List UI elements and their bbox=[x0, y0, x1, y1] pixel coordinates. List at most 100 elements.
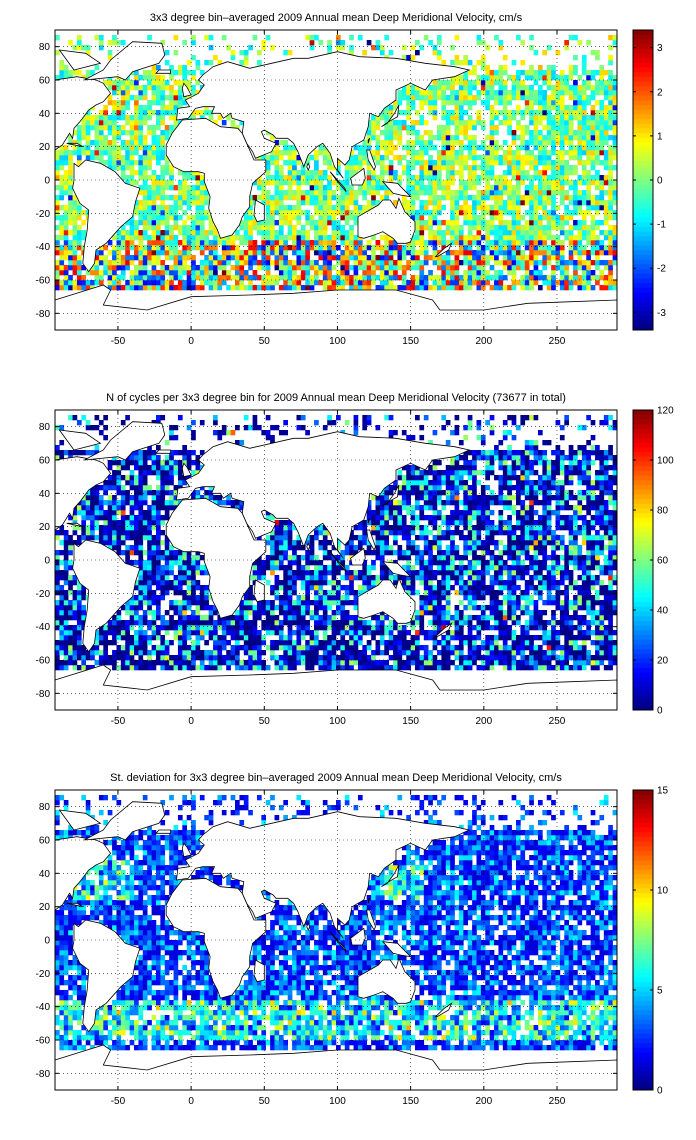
heatmap-cell bbox=[112, 120, 117, 126]
heatmap-cell bbox=[476, 245, 482, 251]
heatmap-cell bbox=[485, 225, 490, 231]
heatmap-cell bbox=[432, 250, 438, 256]
heatmap-cell bbox=[445, 630, 451, 636]
heatmap-cell bbox=[59, 630, 65, 636]
heatmap-cell bbox=[603, 190, 609, 196]
heatmap-cell bbox=[401, 640, 407, 646]
heatmap-cell bbox=[278, 225, 284, 231]
heatmap-cell bbox=[397, 625, 403, 631]
heatmap-cell bbox=[595, 205, 600, 211]
heatmap-cell bbox=[147, 100, 152, 106]
heatmap-cell bbox=[608, 230, 613, 236]
heatmap-cell bbox=[419, 115, 425, 121]
heatmap-cell bbox=[608, 245, 613, 251]
heatmap-cell bbox=[511, 170, 517, 176]
heatmap-cell bbox=[489, 80, 495, 86]
heatmap-cell bbox=[177, 635, 183, 641]
heatmap-cell bbox=[379, 625, 385, 631]
heatmap-cell bbox=[406, 205, 411, 211]
heatmap-cell bbox=[142, 120, 148, 126]
heatmap-cell bbox=[287, 615, 293, 621]
heatmap-cell bbox=[441, 275, 447, 281]
heatmap-cell bbox=[498, 230, 504, 236]
heatmap-cell bbox=[489, 175, 495, 181]
heatmap-cell bbox=[463, 190, 469, 196]
heatmap-cell bbox=[353, 645, 359, 651]
heatmap-cell bbox=[485, 220, 490, 226]
heatmap-cell bbox=[98, 625, 104, 631]
heatmap-cell bbox=[248, 275, 253, 281]
heatmap-cell bbox=[371, 125, 376, 131]
heatmap-cell bbox=[489, 655, 495, 661]
heatmap-cell bbox=[261, 40, 267, 46]
heatmap-cell bbox=[612, 35, 618, 41]
heatmap-cell bbox=[432, 640, 438, 646]
heatmap-cell bbox=[516, 210, 521, 216]
heatmap-cell bbox=[612, 225, 618, 231]
heatmap-cell bbox=[278, 150, 284, 156]
heatmap-cell bbox=[423, 205, 429, 211]
heatmap-cell bbox=[155, 125, 161, 131]
heatmap-cell bbox=[173, 200, 179, 206]
heatmap-cell bbox=[213, 620, 218, 626]
heatmap-cell bbox=[125, 115, 130, 121]
heatmap-cell bbox=[125, 220, 130, 226]
heatmap-cell bbox=[524, 640, 530, 646]
heatmap-cell bbox=[138, 285, 144, 291]
heatmap-cell bbox=[366, 655, 372, 661]
heatmap-cell bbox=[458, 75, 464, 81]
heatmap-cell bbox=[235, 660, 240, 666]
heatmap-cell bbox=[454, 270, 460, 276]
heatmap-cell bbox=[204, 245, 209, 251]
heatmap-cell bbox=[239, 270, 245, 276]
heatmap-cell bbox=[85, 210, 91, 216]
heatmap-cell bbox=[191, 175, 196, 181]
heatmap-cell bbox=[494, 35, 499, 41]
heatmap-cell bbox=[243, 255, 249, 261]
heatmap-cell bbox=[608, 260, 613, 266]
heatmap-cell bbox=[155, 660, 161, 666]
heatmap-cell bbox=[498, 40, 504, 46]
heatmap-cell bbox=[283, 240, 288, 246]
heatmap-cell bbox=[419, 260, 425, 266]
heatmap-cell bbox=[423, 170, 429, 176]
heatmap-cell bbox=[564, 235, 569, 241]
heatmap-cell bbox=[120, 100, 126, 106]
heatmap-cell bbox=[415, 620, 420, 626]
heatmap-cell bbox=[467, 635, 473, 641]
heatmap-cell bbox=[182, 280, 188, 286]
heatmap-cell bbox=[586, 235, 591, 241]
heatmap-cell bbox=[494, 145, 499, 151]
heatmap-cell bbox=[125, 660, 130, 666]
heatmap-cell bbox=[371, 255, 376, 261]
heatmap-cell bbox=[239, 660, 245, 666]
heatmap-cell bbox=[195, 275, 201, 281]
heatmap-cell bbox=[296, 655, 302, 661]
heatmap-cell bbox=[397, 125, 403, 131]
heatmap-cell bbox=[546, 630, 552, 636]
heatmap-cell bbox=[125, 80, 130, 86]
colorbar-segment bbox=[633, 278, 653, 284]
heatmap-cell bbox=[375, 200, 381, 206]
heatmap-cell bbox=[151, 250, 157, 256]
heatmap-cell bbox=[397, 250, 403, 256]
heatmap-cell bbox=[287, 655, 293, 661]
heatmap-cell bbox=[577, 100, 583, 106]
heatmap-cell bbox=[494, 150, 499, 156]
heatmap-cell bbox=[278, 190, 284, 196]
heatmap-cell bbox=[169, 85, 174, 91]
heatmap-cell bbox=[252, 255, 258, 261]
heatmap-cell bbox=[353, 205, 359, 211]
heatmap-cell bbox=[239, 260, 245, 266]
heatmap-cell bbox=[450, 215, 455, 221]
heatmap-cell bbox=[577, 625, 583, 631]
heatmap-cell bbox=[559, 195, 565, 201]
heatmap-cell bbox=[221, 625, 227, 631]
heatmap-cell bbox=[147, 280, 152, 286]
heatmap-cell bbox=[555, 205, 561, 211]
heatmap-cell bbox=[76, 210, 82, 216]
heatmap-cell bbox=[537, 85, 543, 91]
heatmap-cell bbox=[68, 245, 73, 251]
heatmap-cell bbox=[235, 230, 240, 236]
heatmap-cell bbox=[559, 625, 565, 631]
